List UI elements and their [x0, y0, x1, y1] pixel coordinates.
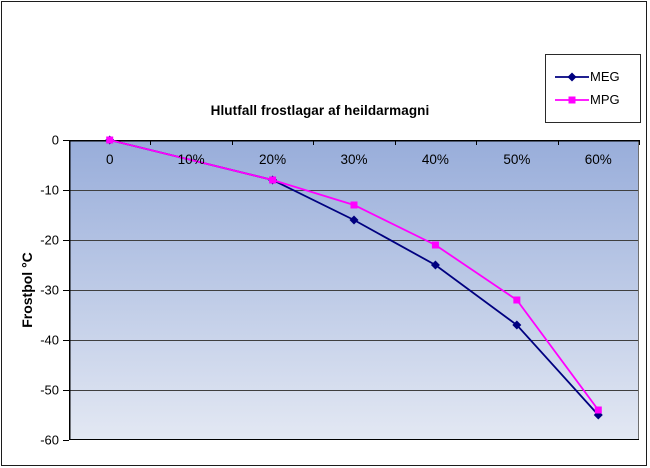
marker-mpg-icon — [431, 241, 439, 249]
x-tick-label: 40% — [422, 152, 449, 167]
marker-meg-icon — [430, 260, 440, 270]
legend-key-mpg-icon — [555, 96, 589, 104]
y-tick-label: -20 — [40, 233, 59, 248]
legend-label-mpg: MPG — [590, 92, 620, 107]
marker-mpg-icon — [106, 136, 114, 144]
series-line-meg — [109, 139, 599, 416]
y-axis-title: Frostþol °C — [19, 252, 35, 328]
y-tick-label: 0 — [52, 133, 59, 148]
chart-title: Hlutfall frostlagar af heildarmagni — [210, 103, 430, 118]
y-tick-label: -50 — [40, 383, 59, 398]
legend: MEG MPG — [545, 54, 641, 123]
y-tick-label: -30 — [40, 283, 59, 298]
x-tick-label: 20% — [259, 152, 286, 167]
y-tick-label: -10 — [40, 183, 59, 198]
y-tick-label: -60 — [40, 433, 59, 448]
x-tick-label: 60% — [585, 152, 612, 167]
marker-meg-icon — [512, 320, 522, 330]
legend-item-mpg: MPG — [555, 93, 640, 107]
legend-label-meg: MEG — [590, 69, 620, 84]
marker-mpg-icon — [350, 201, 358, 209]
x-tick-label: 50% — [503, 152, 530, 167]
plot-area: 0 10% 20% 30% 40% 50% 60% 0 -10 -20 -30 -40 -50 -60 — [40, 133, 640, 448]
x-tick-label: 0 — [106, 152, 114, 167]
x-tick-label: 10% — [178, 152, 205, 167]
legend-key-meg-icon — [555, 72, 589, 82]
marker-mpg-icon — [594, 406, 602, 414]
marker-mpg-icon — [513, 296, 521, 304]
series-line-mpg — [109, 139, 600, 411]
y-tick-label: -40 — [40, 333, 59, 348]
legend-item-meg: MEG — [555, 70, 640, 84]
marker-meg-icon — [349, 215, 359, 225]
x-tick-label: 30% — [340, 152, 367, 167]
plot-svg: 0 10% 20% 30% 40% 50% 60% 0 -10 -20 -30 -40 -50 -60 — [40, 133, 640, 448]
marker-mpg-icon — [269, 176, 277, 184]
